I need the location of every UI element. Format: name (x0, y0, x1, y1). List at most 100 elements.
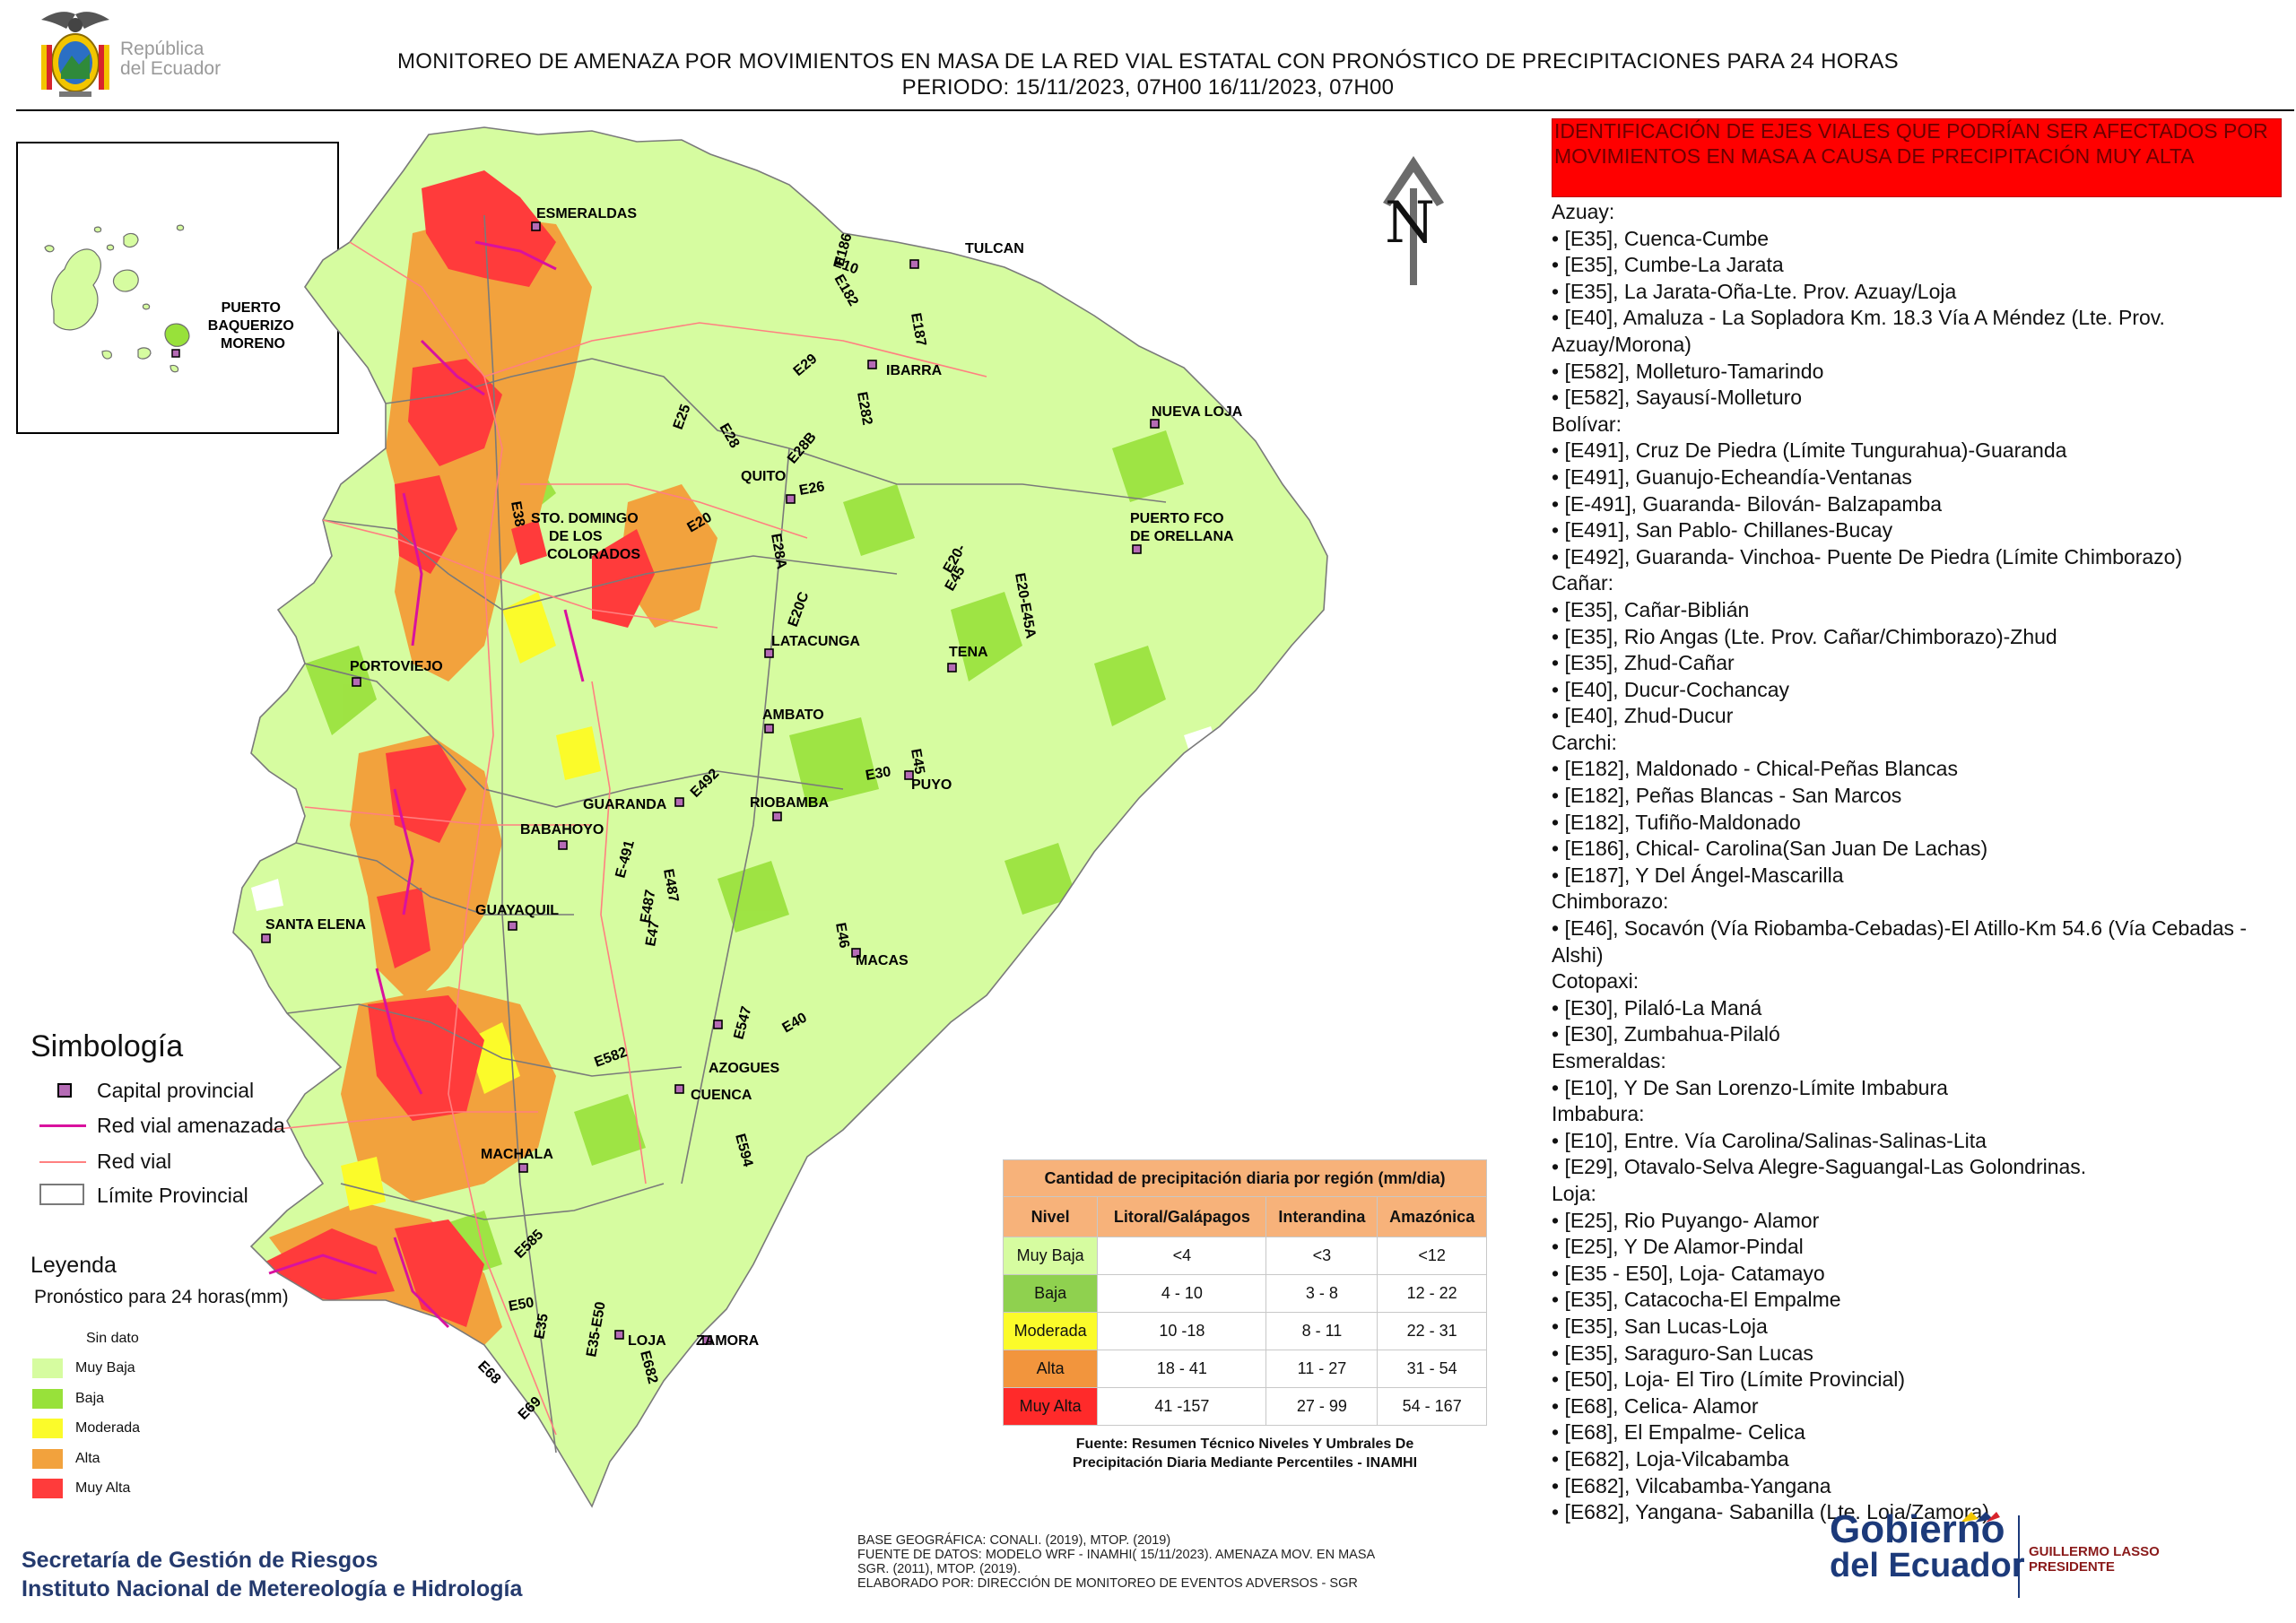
road-list-item: • [E40], Amaluza - La Sopladora Km. 18.3… (1552, 306, 2165, 356)
road-list-item: • [E68], Celica- Alamor (1552, 1393, 1759, 1418)
simbologia-boundary-icon (39, 1184, 84, 1205)
road-list-item: • [E35], San Lucas-Loja (1552, 1314, 1768, 1338)
leyenda-list: Sin dato Muy Baja Baja Moderada Alta Muy Alta (32, 1324, 212, 1504)
city-label-tena: TENA (949, 645, 988, 660)
leyenda-item: Muy Alta (32, 1474, 212, 1505)
road-label-e50: E50 (508, 1295, 535, 1315)
road-list-item: • [E35], Cañar-Biblián (1552, 597, 1750, 621)
simbologia-title: Simbología (30, 1029, 184, 1063)
road-list-item: Chimborazo: (1552, 890, 1669, 914)
road-list-item: Azuay: (1552, 200, 1615, 223)
alert-header-text: IDENTIFICACIÓN DE EJES VIALES QUE PODRÍA… (1554, 119, 2268, 168)
precipitation-cell-amazonica: 12 - 22 (1377, 1274, 1487, 1313)
road-list-item: Bolívar: (1552, 412, 1622, 436)
road-list-item: • [E582], Sayausí-Molleturo (1552, 386, 1803, 410)
leyenda-swatch (32, 1329, 63, 1349)
precipitation-cell-nivel: Alta (1002, 1350, 1099, 1388)
city-label-quito: QUITO (741, 469, 786, 484)
city-label-guayaquil: GUAYAQUIL (475, 903, 559, 918)
inset-city-label-1: PUERTO (222, 300, 281, 316)
leyenda-label: Baja (75, 1390, 105, 1406)
city-label-nueva-loja: NUEVA LOJA (1152, 404, 1243, 420)
road-label-e282: E282 (854, 391, 874, 427)
city-label-santa-elena: SANTA ELENA (265, 917, 366, 933)
city-label-santo-domingo-2: DE LOS (549, 529, 603, 544)
city-label-portoviejo: PORTOVIEJO (350, 659, 443, 674)
city-label-tulcan: TULCAN (965, 241, 1024, 256)
precipitation-row: Muy Baja <4 <3 <12 (1002, 1237, 1487, 1275)
col-header-litoral: Litoral/Galápagos (1097, 1196, 1267, 1237)
republica-del-ecuador-logo-text: República del Ecuador (120, 39, 221, 79)
precipitation-table-source: Fuente: Resumen Técnico Niveles Y Umbral… (1003, 1435, 1487, 1472)
leyenda-item: Alta (32, 1444, 212, 1474)
road-list-item: • [E35 - E50], Loja- Catamayo (1552, 1261, 1825, 1285)
leyenda-subtitle: Pronóstico para 24 horas(mm) (34, 1287, 289, 1307)
road-list-item: • [E35], Zhud-Cañar (1552, 651, 1735, 675)
precipitation-cell-nivel: Baja (1002, 1274, 1099, 1313)
leyenda-swatch (32, 1419, 63, 1439)
precipitation-cell-nivel: Muy Alta (1002, 1387, 1099, 1426)
city-label-zamora: ZAMORA (696, 1333, 760, 1349)
road-list-item: • [E35], Cumbe-La Jarata (1552, 253, 1784, 277)
north-label: N (1385, 190, 1435, 256)
footer-base-line2: FUENTE DE DATOS: MODELO WRF - INAMHI( 15… (857, 1548, 1376, 1562)
ecuador-coat-of-arms-logo (32, 9, 118, 102)
road-list-item: • [E30], Zumbahua-Pilaló (1552, 1022, 1780, 1046)
road-list-item: • [E50], Loja- El Tiro (Límite Provincia… (1552, 1367, 1906, 1392)
precipitation-cell-nivel: Muy Baja (1002, 1237, 1099, 1275)
road-list-item: • [E491], Guanujo-Echeandía-Ventanas (1552, 464, 1912, 489)
precipitation-cell-amazonica: 31 - 54 (1377, 1350, 1487, 1388)
road-list-item: • [E35], La Jarata-Oña-Lte. Prov. Azuay/… (1552, 279, 1957, 303)
road-label-e187: E187 (908, 312, 928, 348)
logo-text-line2: del Ecuador (120, 58, 222, 79)
source-line2: Precipitación Diaria Mediante Percentile… (1072, 1455, 1418, 1471)
precipitation-cell-litoral: 10 -18 (1097, 1312, 1267, 1350)
precipitation-cell-litoral: 4 - 10 (1097, 1274, 1267, 1313)
city-label-orellana-1: PUERTO FCO (1130, 511, 1224, 526)
road-label-e28a: E28A (768, 533, 789, 571)
gobierno-del-ecuador-logo: Gobierno del Ecuador (1830, 1507, 2025, 1584)
road-label-e46: E46 (832, 922, 852, 950)
road-list-item: • [E491], Cruz De Piedra (Límite Tungura… (1552, 438, 2067, 463)
svg-text:PUERTO BAQUERIZO M: PUERTO BAQUERIZO MORENO (208, 300, 298, 352)
page-title: MONITOREO DE AMENAZA POR MOVIMIENTOS EN … (269, 48, 2027, 100)
gob-logo-line1: Gobierno (1830, 1507, 2005, 1551)
title-period: PERIODO: 15/11/2023, 07H00 16/11/2023, 0… (901, 75, 1395, 100)
city-label-latacunga: LATACUNGA (771, 634, 860, 649)
precipitation-cell-litoral: <4 (1097, 1237, 1267, 1275)
president-label: GUILLERMO LASSO PRESIDENTE (2029, 1544, 2160, 1575)
header-divider (16, 109, 2294, 111)
precipitation-cell-litoral: 18 - 41 (1097, 1350, 1267, 1388)
logo-text-line1: República (120, 39, 204, 59)
road-label-e487: E487 (660, 868, 681, 904)
city-label-loja: LOJA (628, 1333, 666, 1349)
road-label-e47: E47 (643, 920, 663, 948)
leyenda-item: Sin dato (32, 1324, 212, 1354)
gob-logo-separator (2018, 1515, 2020, 1598)
simbologia-road-icon (39, 1161, 86, 1163)
road-list-item: • [E40], Ducur-Cochancay (1552, 677, 1790, 701)
precipitation-row: Moderada 10 -18 8 - 11 22 - 31 (1002, 1312, 1487, 1350)
city-label-ibarra: IBARRA (886, 363, 943, 378)
gobierno-flag-icon (1959, 1508, 2000, 1526)
city-label-macas: MACAS (856, 953, 909, 968)
footer-credits: BASE GEOGRÁFICA: CONALI. (2019), MTOP. (… (857, 1533, 1375, 1591)
leyenda-title: Leyenda (30, 1253, 117, 1278)
road-label-e26: E26 (798, 479, 826, 499)
road-list-item: • [E187], Y Del Ángel-Mascarilla (1552, 863, 1844, 887)
precipitation-row: Baja 4 - 10 3 - 8 12 - 22 (1002, 1274, 1487, 1313)
simbologia-boundary-label: Límite Provincial (97, 1184, 248, 1207)
footer-base-line3: SGR. (2011), MTOP. (2019). (857, 1562, 1022, 1576)
city-label-puyo: PUYO (911, 777, 952, 793)
road-label-e487b: E487 (638, 889, 658, 924)
city-label-babahoyo: BABAHOYO (520, 822, 604, 838)
road-list-item: • [E29], Otavalo-Selva Alegre-Saguangal-… (1552, 1155, 2087, 1179)
leyenda-item: Muy Baja (32, 1354, 212, 1384)
source-line1: Fuente: Resumen Técnico Niveles Y Umbral… (1075, 1436, 1414, 1452)
road-list-item: • [E30], Pilaló-La Maná (1552, 995, 1762, 1020)
city-label-esmeraldas: ESMERALDAS (536, 206, 637, 221)
footer-organizations: Secretaría de Gestión de Riesgos Institu… (22, 1546, 522, 1603)
road-list-item: Cotopaxi: (1552, 969, 1639, 994)
leyenda-swatch (32, 1388, 63, 1409)
road-list-item: • [E682], Yangana- Sabanilla (Lte. Loja/… (1552, 1500, 1989, 1524)
